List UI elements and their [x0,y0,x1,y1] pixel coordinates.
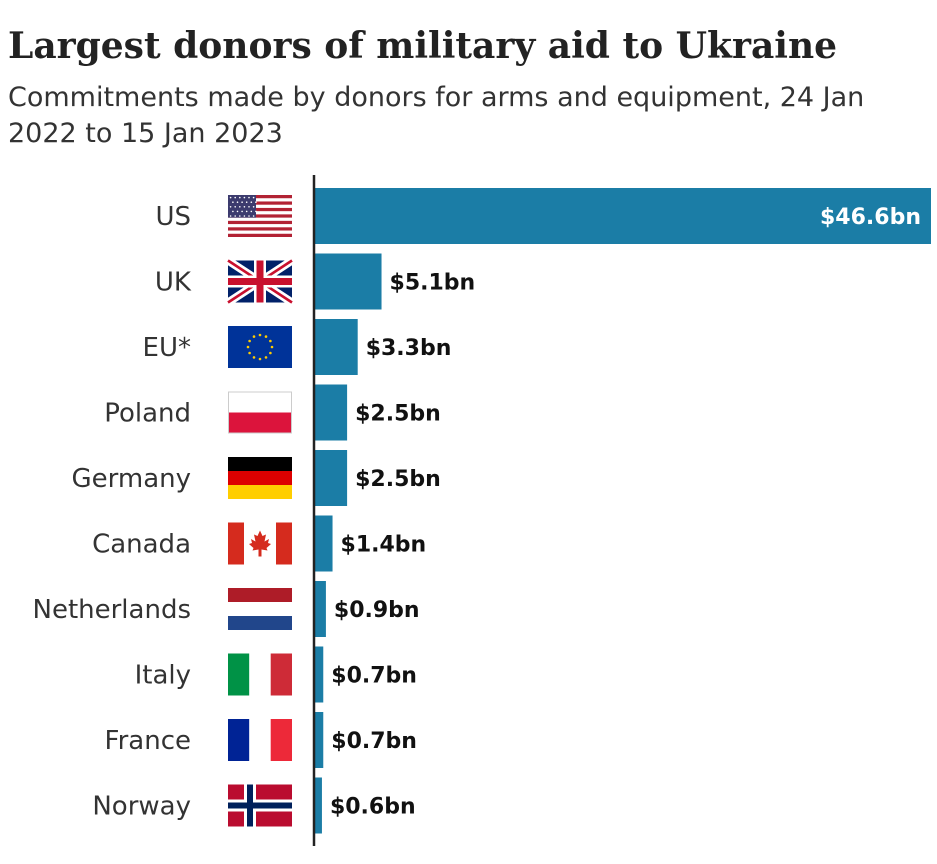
value-label: $1.4bn [341,533,427,558]
category-label: Norway [92,792,191,822]
bar-9 [314,777,322,834]
category-label: US [155,202,191,232]
category-label: Poland [104,399,191,429]
bar-7 [314,646,324,703]
norway-flag-icon [228,784,292,827]
bar-4 [314,450,348,506]
chart-title: Largest donors of military aid to Ukrain… [8,25,838,67]
canada-flag-icon [228,522,292,565]
value-label: $2.5bn [355,467,441,492]
category-label: EU* [143,333,191,363]
value-label: $5.1bn [390,271,476,296]
bar-3 [314,384,348,441]
category-label: Italy [135,661,191,691]
category-label: Netherlands [33,595,192,625]
uk-flag-icon [225,257,295,306]
bar-1 [314,253,382,310]
bar-5 [314,515,333,572]
value-label: $46.6bn [820,205,921,230]
category-label: Germany [71,464,191,494]
bar-8 [314,712,324,768]
value-label: $2.5bn [355,402,441,427]
netherlands-flag-icon [228,588,292,630]
bar-6 [314,581,326,637]
bar-2 [314,319,358,375]
germany-flag-icon [228,457,292,499]
category-label: Canada [92,530,191,560]
value-label: $0.7bn [331,664,417,689]
italy-flag-icon [228,653,292,696]
value-label: $3.3bn [366,336,452,361]
us-flag-icon [228,195,292,237]
bar-0 [314,188,931,244]
category-label: UK [155,268,192,298]
chart-subtitle: Commitments made by donors for arms and … [8,82,865,149]
poland-flag-icon [228,391,292,434]
value-label: $0.9bn [334,598,420,623]
eu-flag-icon [228,326,292,368]
category-label: France [105,726,191,756]
france-flag-icon [228,719,292,761]
value-label: $0.6bn [330,795,416,820]
value-label: $0.7bn [331,729,417,754]
